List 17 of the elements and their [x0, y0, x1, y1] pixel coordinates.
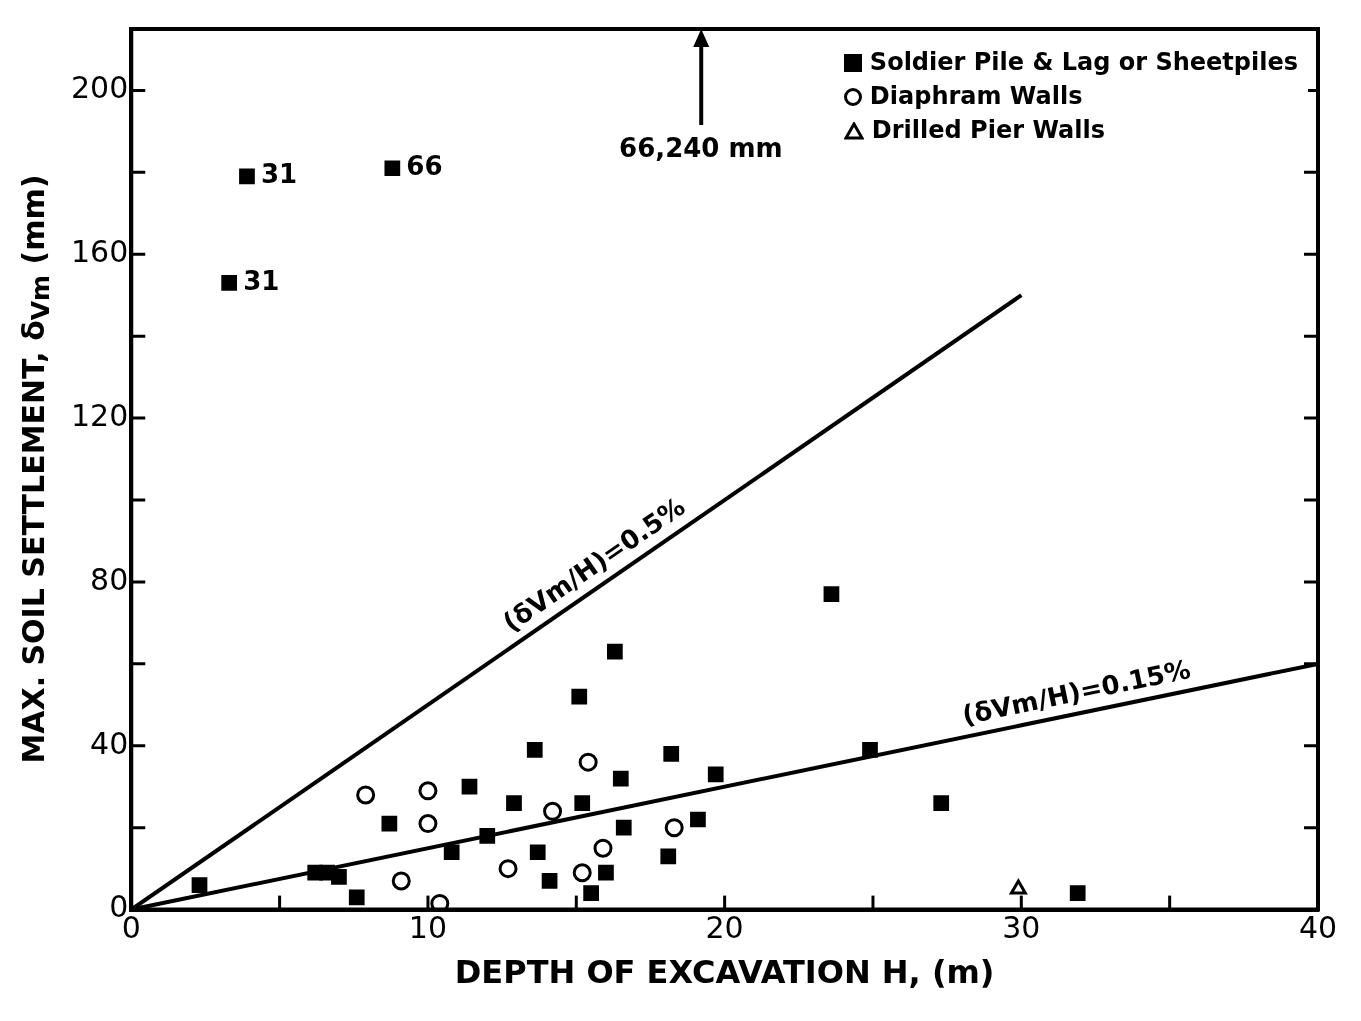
x-tick-label: 10 [408, 910, 448, 946]
x-axis-title: DEPTH OF EXCAVATION H, (m) [454, 953, 995, 992]
legend-label: Diaphram Walls [869, 82, 1083, 110]
y-tick-label: 200 [71, 70, 129, 106]
y-tick-label: 40 [90, 725, 129, 761]
x-tick-label: 30 [1002, 910, 1041, 946]
legend-label: Drilled Pier Walls [871, 116, 1105, 144]
x-tick-label: 40 [1298, 910, 1338, 946]
y-tick-label: 160 [71, 234, 129, 270]
annotation: 66,240 mm [619, 133, 783, 163]
annotation: 31 [260, 159, 298, 190]
annotation: 31 [243, 265, 280, 296]
legend-label: Soldier Pile & Lag or Sheetpiles [869, 48, 1298, 76]
y-tick-label: 80 [90, 561, 129, 597]
y-tick-label: 120 [71, 397, 129, 433]
annotation: 66 [406, 151, 443, 182]
x-tick-label: 20 [705, 910, 744, 946]
